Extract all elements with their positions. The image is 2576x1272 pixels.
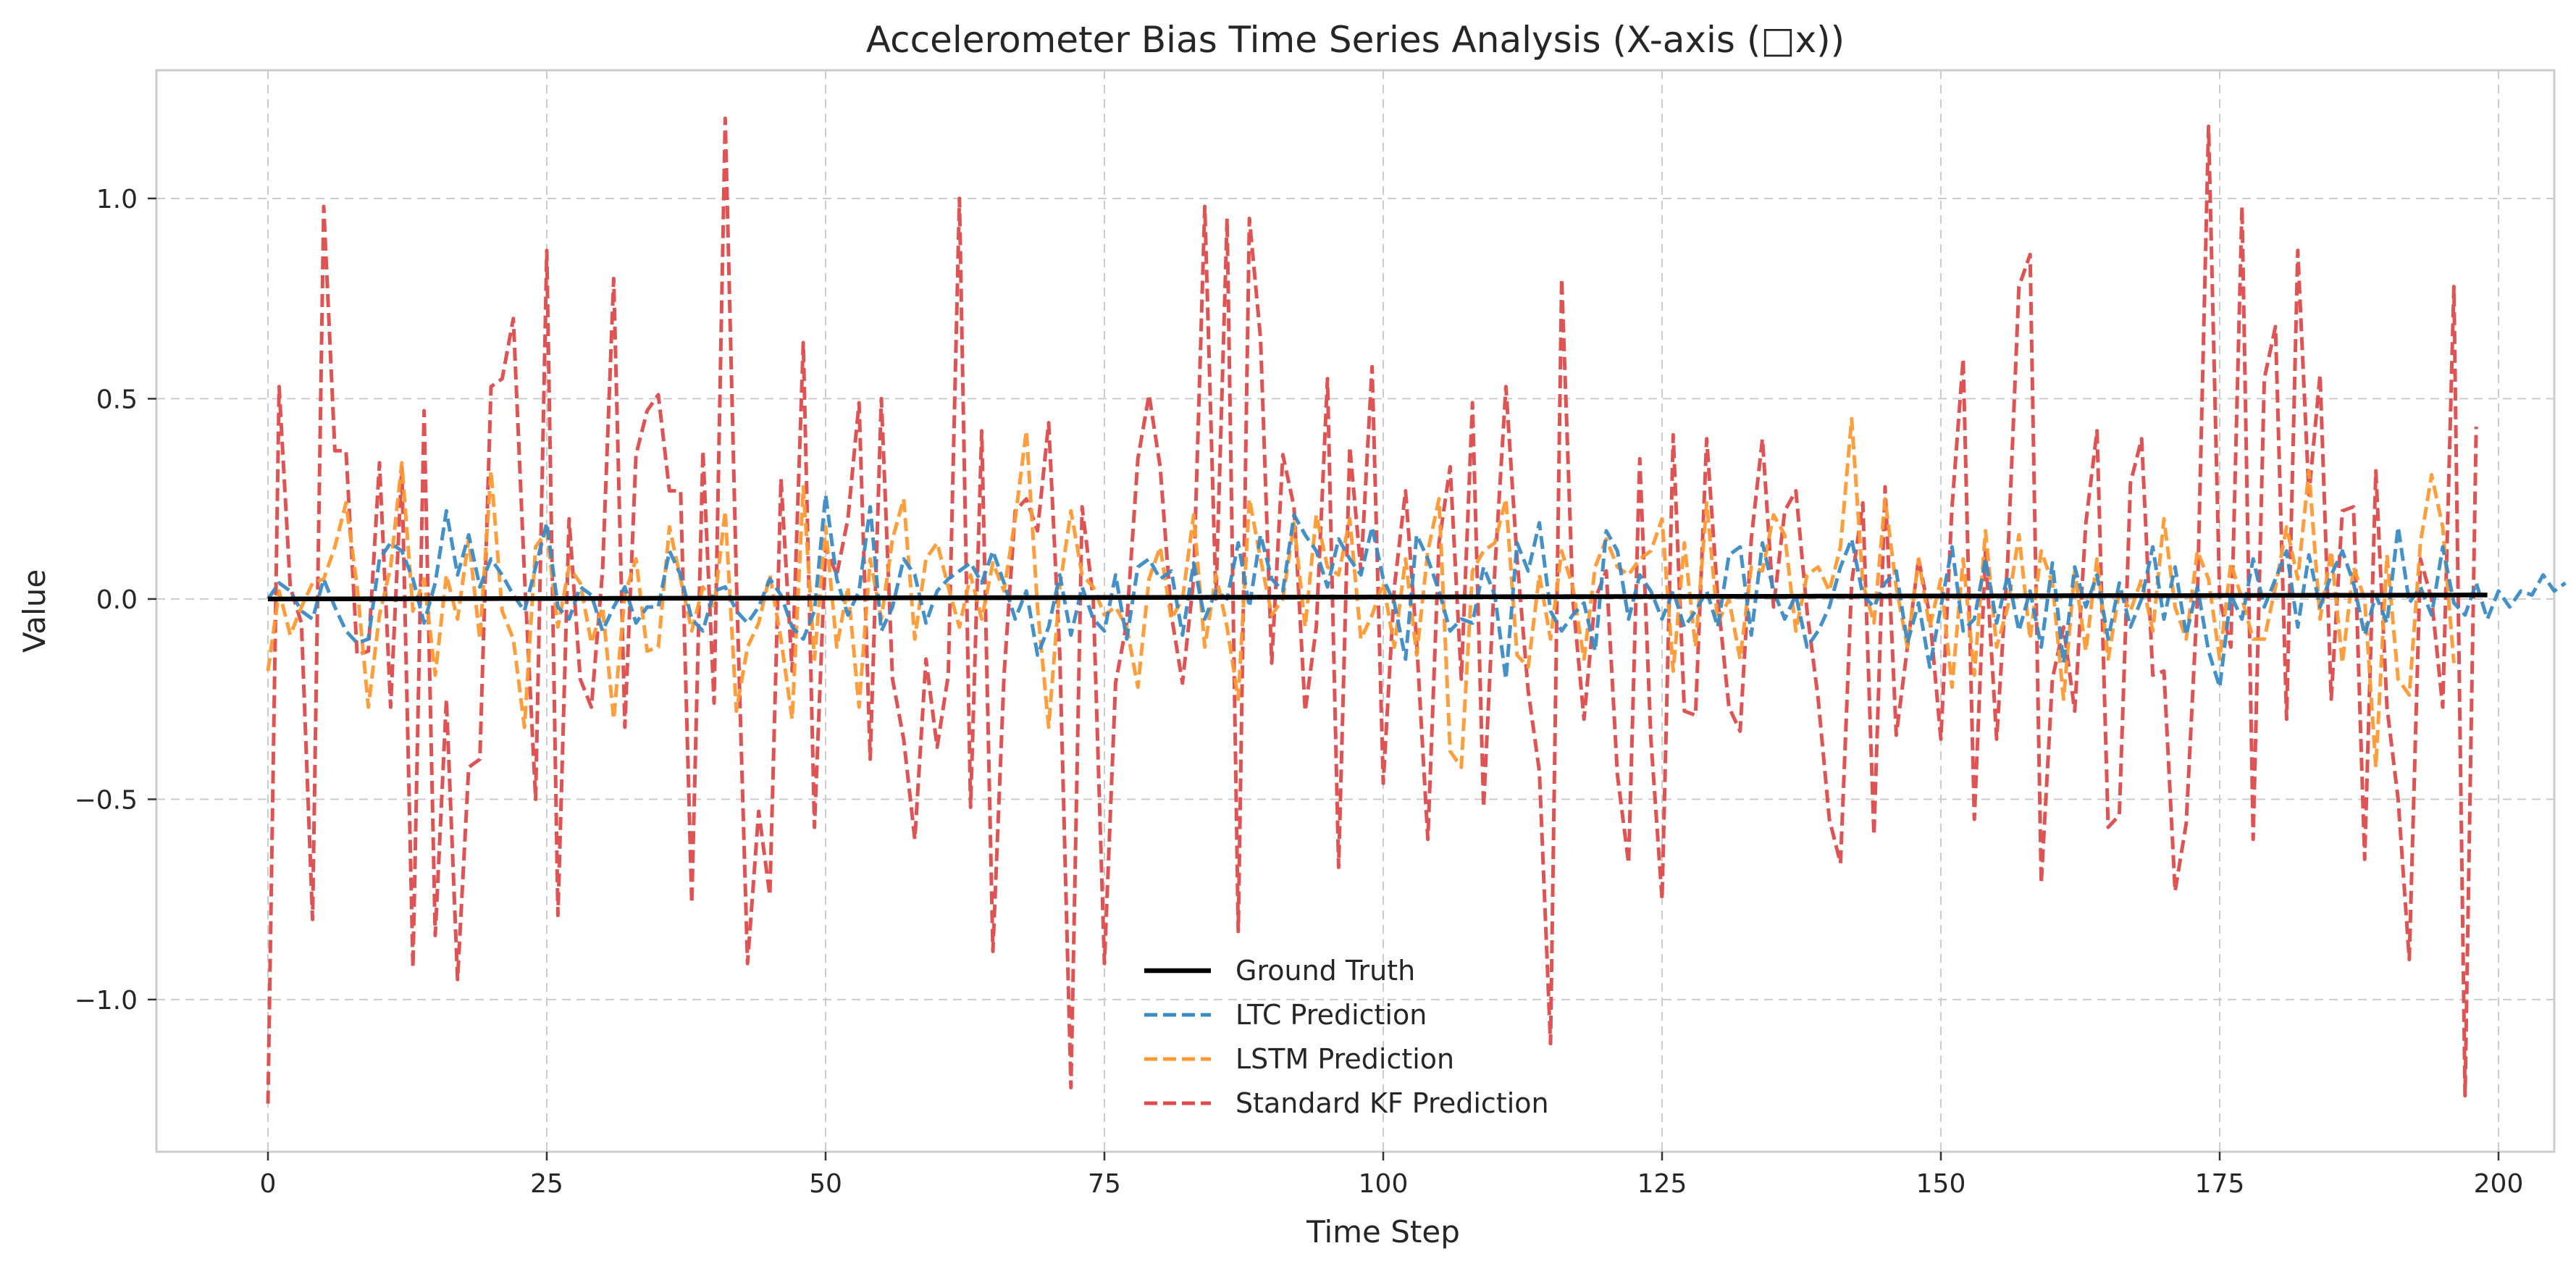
x-tick-label: 100 bbox=[1359, 1169, 1409, 1199]
y-tick-label: −0.5 bbox=[75, 785, 138, 815]
y-axis-label: Value bbox=[17, 569, 52, 653]
x-tick-label: 175 bbox=[2195, 1169, 2245, 1199]
series-line-ltc bbox=[266, 493, 2567, 690]
legend-label-kf: Standard KF Prediction bbox=[1235, 1087, 1549, 1119]
y-tick-label: 0.5 bbox=[96, 385, 138, 414]
legend: Ground Truth LTC Prediction LSTM Predictio… bbox=[1144, 955, 1549, 1119]
x-tick-label: 25 bbox=[530, 1169, 563, 1199]
legend-label-lstm: LSTM Prediction bbox=[1235, 1043, 1454, 1075]
x-tick-label: 75 bbox=[1088, 1169, 1121, 1199]
plot-frame bbox=[155, 69, 2556, 1153]
ticks: 0 25 50 75 100 125 150 175 200 −1.0 −0.5 0.0 0.5 1.0 bbox=[75, 185, 2524, 1199]
y-tick-label: 0.0 bbox=[96, 585, 138, 615]
x-tick-label: 50 bbox=[809, 1169, 842, 1199]
y-tick-label: −1.0 bbox=[75, 986, 138, 1016]
x-tick-label: 0 bbox=[260, 1169, 277, 1199]
chart-title: Accelerometer Bias Time Series Analysis … bbox=[866, 19, 1845, 61]
series-line-kf bbox=[266, 116, 2478, 1104]
x-tick-label: 150 bbox=[1916, 1169, 1966, 1199]
x-tick-label: 200 bbox=[2474, 1169, 2524, 1199]
x-tick-label: 125 bbox=[1637, 1169, 1687, 1199]
series-line-ground-truth bbox=[268, 593, 2488, 602]
x-axis-label: Time Step bbox=[1306, 1214, 1460, 1250]
series-line-lstm bbox=[266, 417, 2456, 769]
y-tick-label: 1.0 bbox=[96, 185, 138, 214]
legend-label-ground-truth: Ground Truth bbox=[1235, 955, 1415, 987]
series-layer bbox=[266, 116, 2567, 1104]
legend-label-ltc: LTC Prediction bbox=[1235, 999, 1427, 1031]
